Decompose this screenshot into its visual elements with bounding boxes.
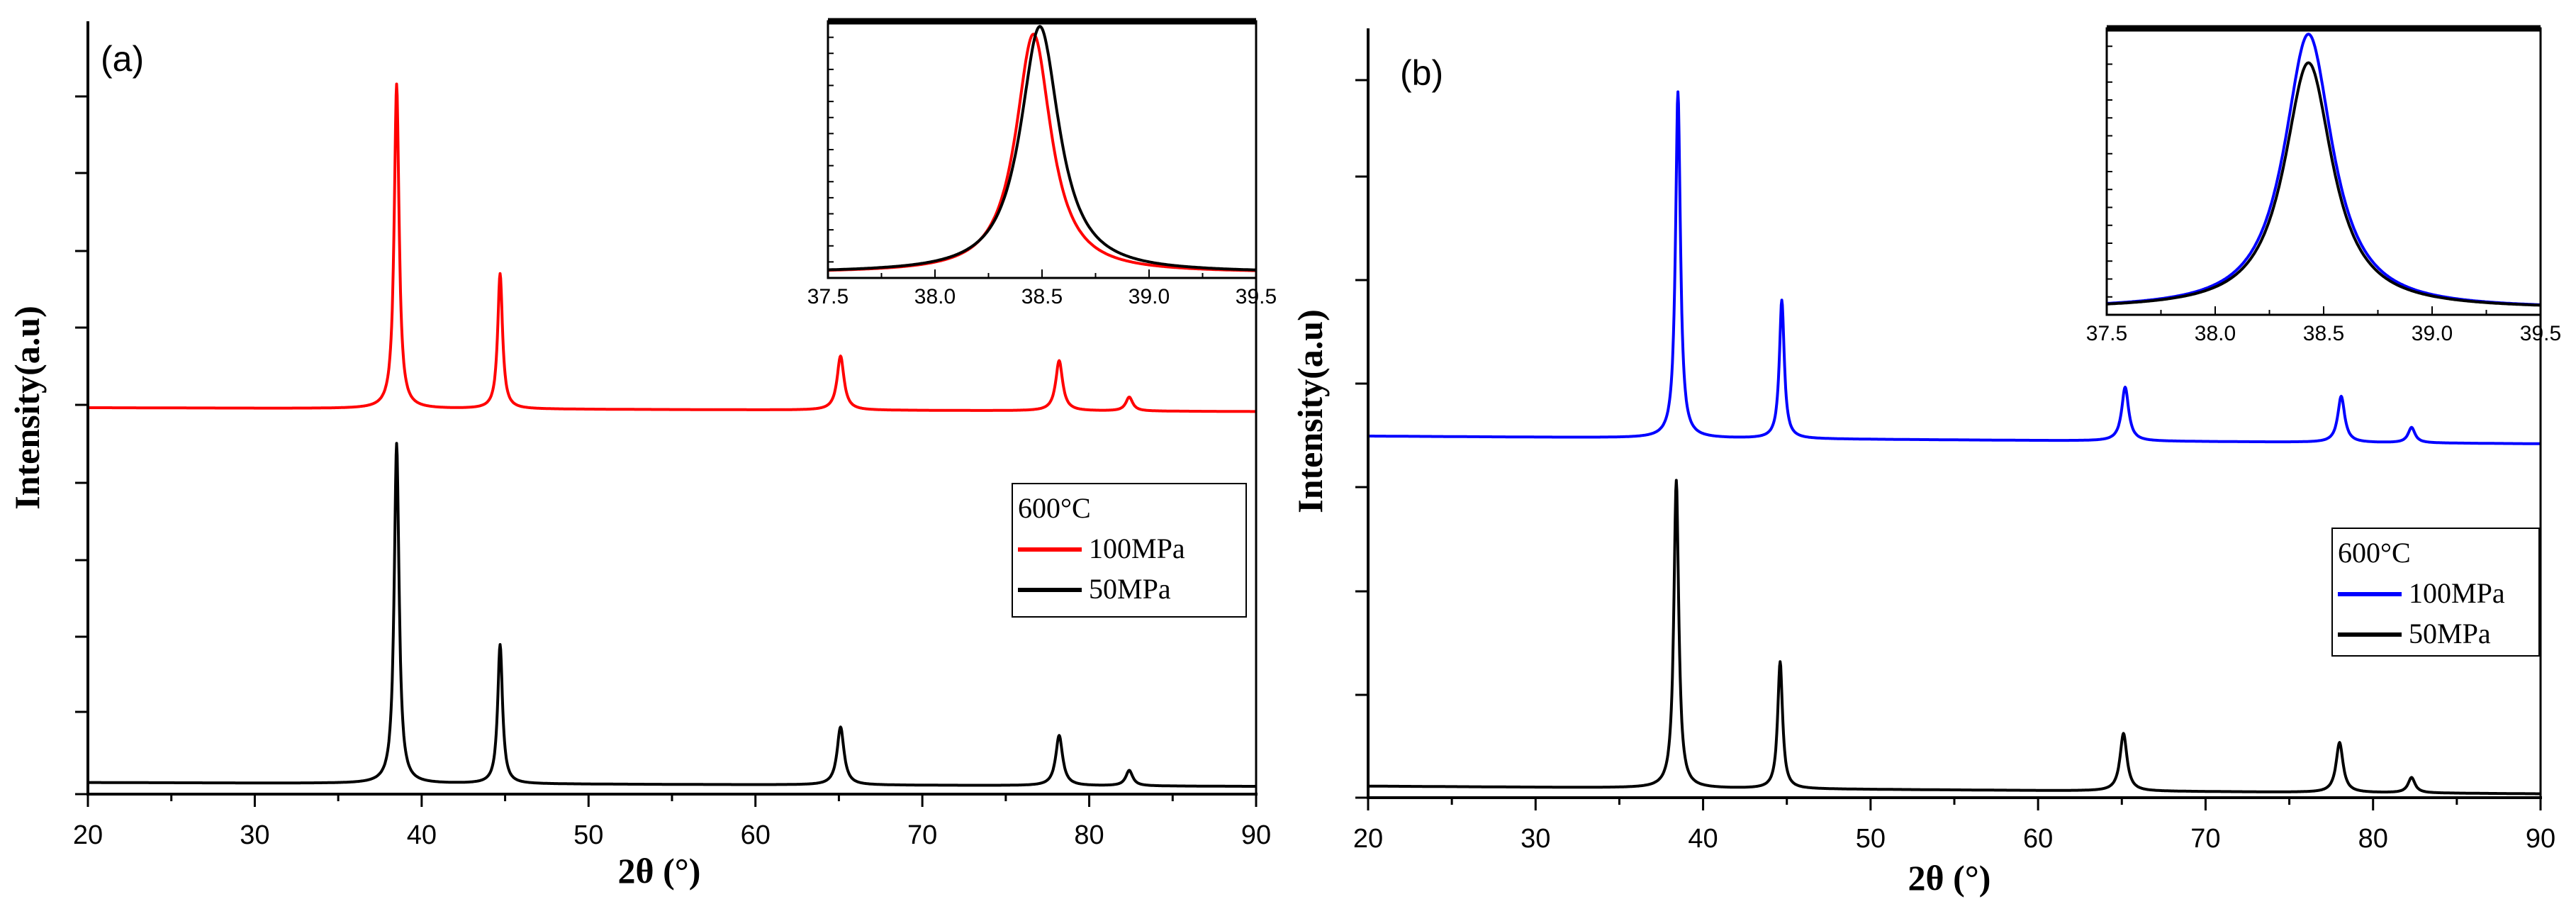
inset-x-tick-label: 39.0 <box>1129 285 1170 308</box>
inset-x-tick-label: 39.5 <box>2520 322 2561 345</box>
panel-a: 20 30 40 50 60 70 80 90 2θ (°) Intensity(a.u) (a) 3… <box>7 18 1277 891</box>
inset-x-tick-label: 38.0 <box>2195 322 2236 345</box>
x-tick-label: 60 <box>2023 824 2053 854</box>
series-line-100mpa <box>86 82 1258 413</box>
x-axis-title: 2θ (°) <box>1908 858 1991 898</box>
inset-x-tick-label: 39.0 <box>2412 322 2453 345</box>
x-tick-label: 20 <box>1353 824 1383 854</box>
x-tick-label: 70 <box>2190 824 2220 854</box>
legend-title: 600°C <box>1018 492 1091 524</box>
x-tick-label: 60 <box>741 820 771 850</box>
series-line-100mpa <box>1367 90 2542 445</box>
inset-x-tick-label: 38.5 <box>1021 285 1063 308</box>
x-tick-label: 20 <box>73 820 103 850</box>
x-tick-label: 30 <box>1521 824 1550 854</box>
series-line-50mpa <box>1367 479 2542 796</box>
inset-x-tick-label: 39.5 <box>1236 285 1277 308</box>
legend-label-100mpa: 100MPa <box>1089 532 1185 564</box>
legend-label-50mpa: 50MPa <box>2409 618 2491 649</box>
legend: 600°C 100MPa 50MPa <box>1012 483 1247 618</box>
inset-x-tick-label: 38.5 <box>2303 322 2344 345</box>
x-tick-label: 40 <box>1688 824 1718 854</box>
x-tick-label: 50 <box>1856 824 1886 854</box>
x-tick-label: 30 <box>240 820 269 850</box>
legend-label-50mpa: 50MPa <box>1089 573 1171 605</box>
inset-series-line-50mpa <box>2106 61 2541 307</box>
y-axis-title: Intensity(a.u) <box>1290 309 1330 513</box>
inset-background <box>2107 28 2541 315</box>
x-tick-label: 80 <box>1074 820 1104 850</box>
legend-title: 600°C <box>2338 537 2411 569</box>
legend: 600°C 100MPa 50MPa <box>2331 528 2540 657</box>
inset-x-tick-label: 38.0 <box>914 285 956 308</box>
x-tick-label: 80 <box>2358 824 2388 854</box>
inset-x-tick-label: 37.5 <box>807 285 849 308</box>
y-axis-title: Intensity(a.u) <box>7 306 47 510</box>
x-axis-title: 2θ (°) <box>618 851 701 891</box>
x-tick-label: 90 <box>1241 820 1271 850</box>
panel-b: 20 30 40 50 60 70 80 90 2θ (°) Intensity(a.u) (b) 3… <box>1290 25 2561 898</box>
x-tick-label: 90 <box>2526 824 2555 854</box>
x-tick-label: 70 <box>907 820 937 850</box>
panel-label: (b) <box>1400 53 1443 93</box>
series-line-50mpa <box>86 442 1258 788</box>
inset-series-line-50mpa <box>827 25 1257 272</box>
x-tick-label: 40 <box>407 820 437 850</box>
legend-label-100mpa: 100MPa <box>2409 577 2505 609</box>
inset-x-tick-label: 37.5 <box>2086 322 2127 345</box>
panel-label: (a) <box>101 39 144 79</box>
x-tick-label: 50 <box>573 820 603 850</box>
